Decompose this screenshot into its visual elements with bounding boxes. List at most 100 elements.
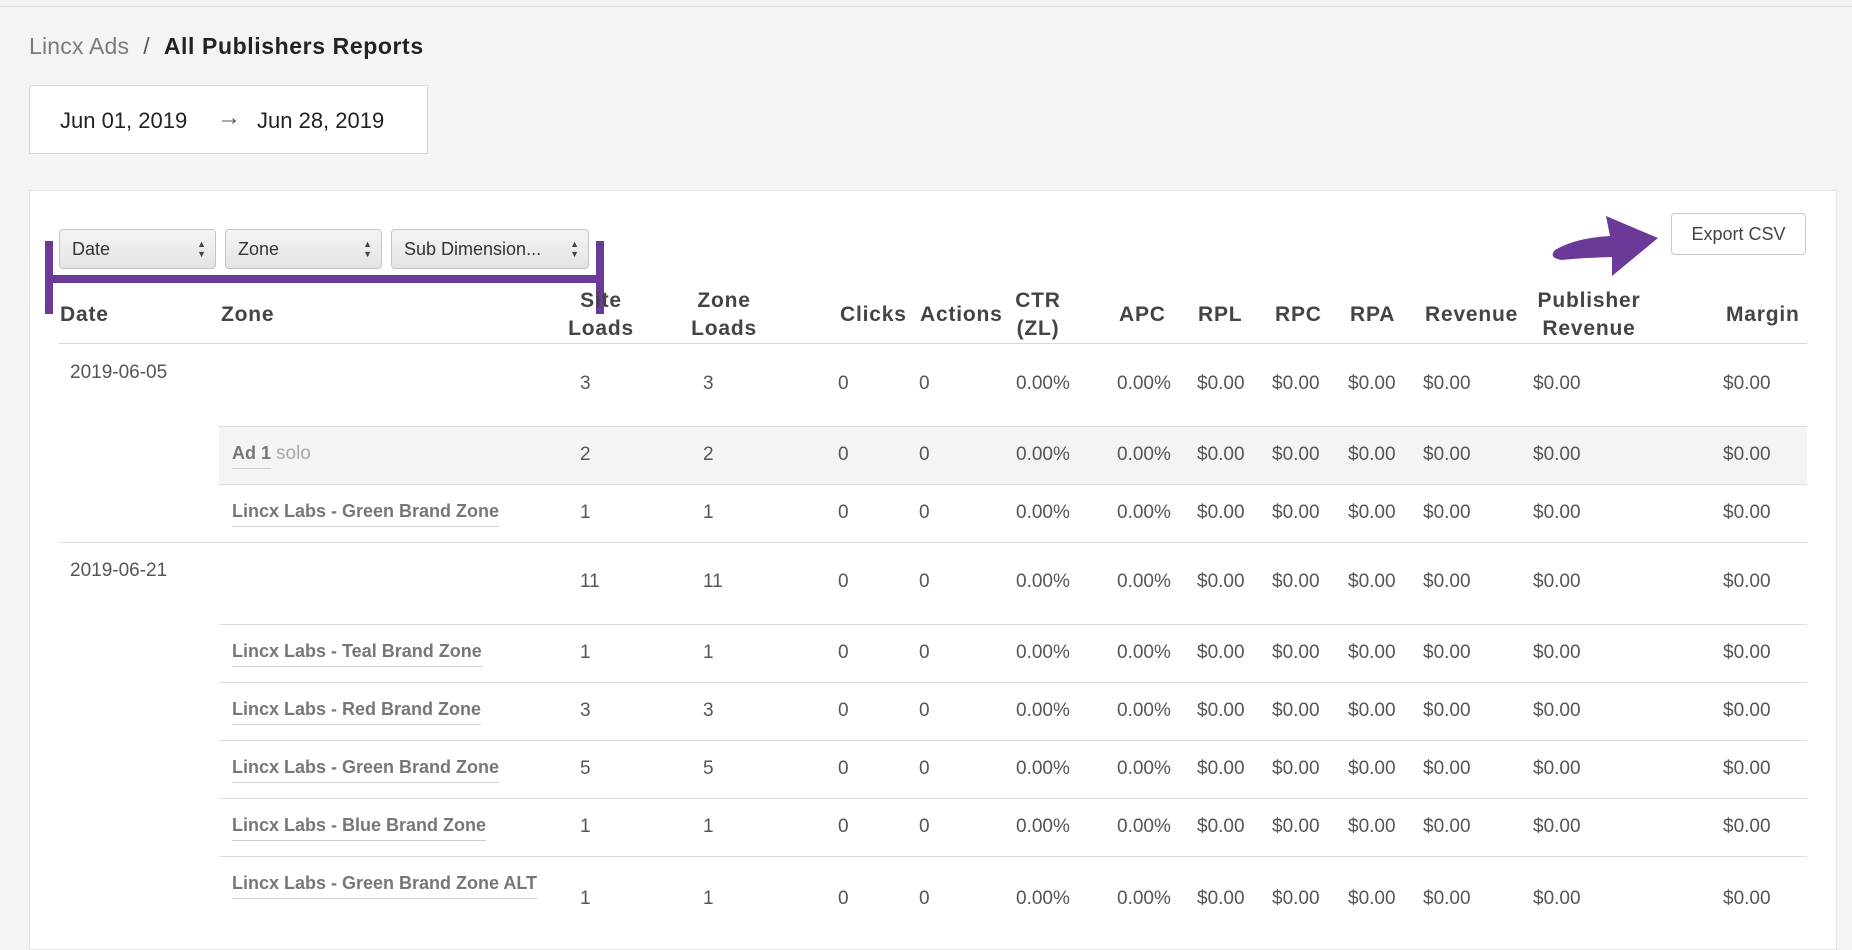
cell-site-loads: 1 <box>580 642 591 663</box>
cell-rpc: $0.00 <box>1272 502 1320 523</box>
cell-rpc: $0.00 <box>1272 642 1320 663</box>
cell-revenue: $0.00 <box>1423 816 1471 837</box>
cell-zone-loads: 1 <box>703 642 714 663</box>
cell-rpa: $0.00 <box>1348 758 1396 779</box>
table-row: Lincx Labs - Blue Brand Zone 1 1 0 0 0.00% 0.0… <box>0 798 1852 856</box>
row-highlight <box>219 426 1807 484</box>
cell-pub-revenue: $0.00 <box>1533 444 1581 465</box>
cell-actions: 0 <box>919 888 930 909</box>
cell-rpa: $0.00 <box>1348 373 1396 394</box>
cell-ctr: 0.00% <box>1016 502 1070 523</box>
row-divider <box>219 682 1807 683</box>
zone-link[interactable]: Lincx Labs - Blue Brand Zone <box>232 815 487 841</box>
cell-margin: $0.00 <box>1723 816 1771 837</box>
table-row: Lincx Labs - Green Brand Zone 5 5 0 0 0.00% 0.… <box>0 740 1852 798</box>
col-header-publisher-revenue[interactable]: Publisher Revenue <box>1518 287 1660 343</box>
table-row: Ad 1 solo 2 2 0 0 0.00% 0.00% $0.00 $0.00 $0.00 $0.… <box>0 426 1852 484</box>
cell-site-loads: 11 <box>580 571 600 592</box>
cell-clicks: 0 <box>838 373 849 394</box>
cell-apc: 0.00% <box>1117 642 1171 663</box>
col-header-line: Zone <box>697 289 751 312</box>
dimension-select-zone[interactable]: Zone ▲ ▼ <box>225 229 382 269</box>
breadcrumb-root-link[interactable]: Lincx Ads <box>29 33 130 59</box>
table-row: Lincx Labs - Red Brand Zone 3 3 0 0 0.00% 0.00… <box>0 682 1852 740</box>
date-range-picker[interactable]: Jun 01, 2019 → Jun 28, 2019 <box>29 85 428 154</box>
col-header-apc[interactable]: APC <box>1119 303 1166 326</box>
col-header-margin[interactable]: Margin <box>1726 303 1800 326</box>
cell-zone-loads: 11 <box>703 571 723 592</box>
col-header-zone[interactable]: Zone <box>221 303 275 326</box>
select-caret-icon: ▲ ▼ <box>570 239 579 259</box>
cell-rpc: $0.00 <box>1272 571 1320 592</box>
zone-name: Lincx Labs - Red Brand Zone <box>232 699 482 719</box>
cell-rpa: $0.00 <box>1348 816 1396 837</box>
cell-rpa: $0.00 <box>1348 642 1396 663</box>
dimension-select-value: Zone <box>238 239 280 259</box>
col-header-clicks[interactable]: Clicks <box>840 303 907 326</box>
row-divider <box>219 624 1807 625</box>
col-header-rpa[interactable]: RPA <box>1350 303 1396 326</box>
table-row: Lincx Labs - Green Brand Zone ALT 1 1 0 0 0.0… <box>0 856 1852 940</box>
cell-rpl: $0.00 <box>1197 758 1245 779</box>
report-card <box>29 190 1837 950</box>
cell-rpc: $0.00 <box>1272 816 1320 837</box>
col-header-zone-loads[interactable]: Zone Loads <box>684 287 764 343</box>
date-range-end[interactable]: Jun 28, 2019 <box>257 108 385 133</box>
cell-rpl: $0.00 <box>1197 816 1245 837</box>
dimension-select-value: Sub Dimension... <box>404 239 542 259</box>
dimension-select-sub[interactable]: Sub Dimension... ▲ ▼ <box>391 229 589 269</box>
date-cell: 2019-06-21 <box>70 560 168 581</box>
zone-link[interactable]: Lincx Labs - Green Brand Zone <box>232 501 500 527</box>
date-range-start[interactable]: Jun 01, 2019 <box>60 108 188 133</box>
dimension-select-date[interactable]: Date ▲ ▼ <box>59 229 216 269</box>
cell-site-loads: 3 <box>580 373 591 394</box>
zone-link[interactable]: Lincx Labs - Green Brand Zone ALT <box>232 873 538 899</box>
row-divider <box>219 856 1807 857</box>
cell-rpa: $0.00 <box>1348 888 1396 909</box>
col-header-ctr[interactable]: CTR (ZL) <box>1003 287 1073 343</box>
breadcrumb-separator: / <box>143 33 150 59</box>
zone-name: Lincx Labs - Blue Brand Zone <box>232 815 487 835</box>
cell-margin: $0.00 <box>1723 373 1771 394</box>
col-header-rpc[interactable]: RPC <box>1275 303 1322 326</box>
zone-link[interactable]: Lincx Labs - Teal Brand Zone <box>232 641 482 667</box>
zone-link[interactable]: Lincx Labs - Red Brand Zone <box>232 699 482 725</box>
cell-zone-loads: 3 <box>703 373 714 394</box>
cell-zone-loads: 2 <box>703 444 714 465</box>
cell-apc: 0.00% <box>1117 700 1171 721</box>
cell-revenue: $0.00 <box>1423 502 1471 523</box>
cell-actions: 0 <box>919 758 930 779</box>
cell-rpc: $0.00 <box>1272 758 1320 779</box>
cell-rpl: $0.00 <box>1197 700 1245 721</box>
zone-name: Lincx Labs - Teal Brand Zone <box>232 641 482 661</box>
table-row: Lincx Labs - Green Brand Zone 1 1 0 0 0.00% 0.… <box>0 484 1852 542</box>
cell-ctr: 0.00% <box>1016 373 1070 394</box>
export-csv-button[interactable]: Export CSV <box>1671 213 1806 255</box>
col-header-site-loads[interactable]: Site Loads <box>561 287 641 343</box>
cell-rpl: $0.00 <box>1197 642 1245 663</box>
zone-name: Lincx Labs - Green Brand Zone <box>232 757 500 777</box>
col-header-rpl[interactable]: RPL <box>1198 303 1243 326</box>
cell-zone-loads: 1 <box>703 888 714 909</box>
breadcrumb: Lincx Ads / All Publishers Reports <box>29 33 424 60</box>
cell-revenue: $0.00 <box>1423 642 1471 663</box>
cell-rpc: $0.00 <box>1272 373 1320 394</box>
cell-actions: 0 <box>919 816 930 837</box>
zone-link[interactable]: Ad 1 <box>232 443 272 469</box>
cell-pub-revenue: $0.00 <box>1533 816 1581 837</box>
col-header-line: Site <box>580 289 622 312</box>
cell-margin: $0.00 <box>1723 758 1771 779</box>
cell-actions: 0 <box>919 571 930 592</box>
cell-rpa: $0.00 <box>1348 502 1396 523</box>
cell-margin: $0.00 <box>1723 642 1771 663</box>
cell-rpl: $0.00 <box>1197 373 1245 394</box>
zone-link[interactable]: Lincx Labs - Green Brand Zone <box>232 757 500 783</box>
col-header-actions[interactable]: Actions <box>920 303 1003 326</box>
top-border <box>0 0 1852 7</box>
cell-revenue: $0.00 <box>1423 700 1471 721</box>
col-header-date[interactable]: Date <box>60 303 109 326</box>
cell-revenue: $0.00 <box>1423 444 1471 465</box>
cell-ctr: 0.00% <box>1016 700 1070 721</box>
col-header-line: (ZL) <box>1016 317 1060 340</box>
col-header-revenue[interactable]: Revenue <box>1425 303 1519 326</box>
